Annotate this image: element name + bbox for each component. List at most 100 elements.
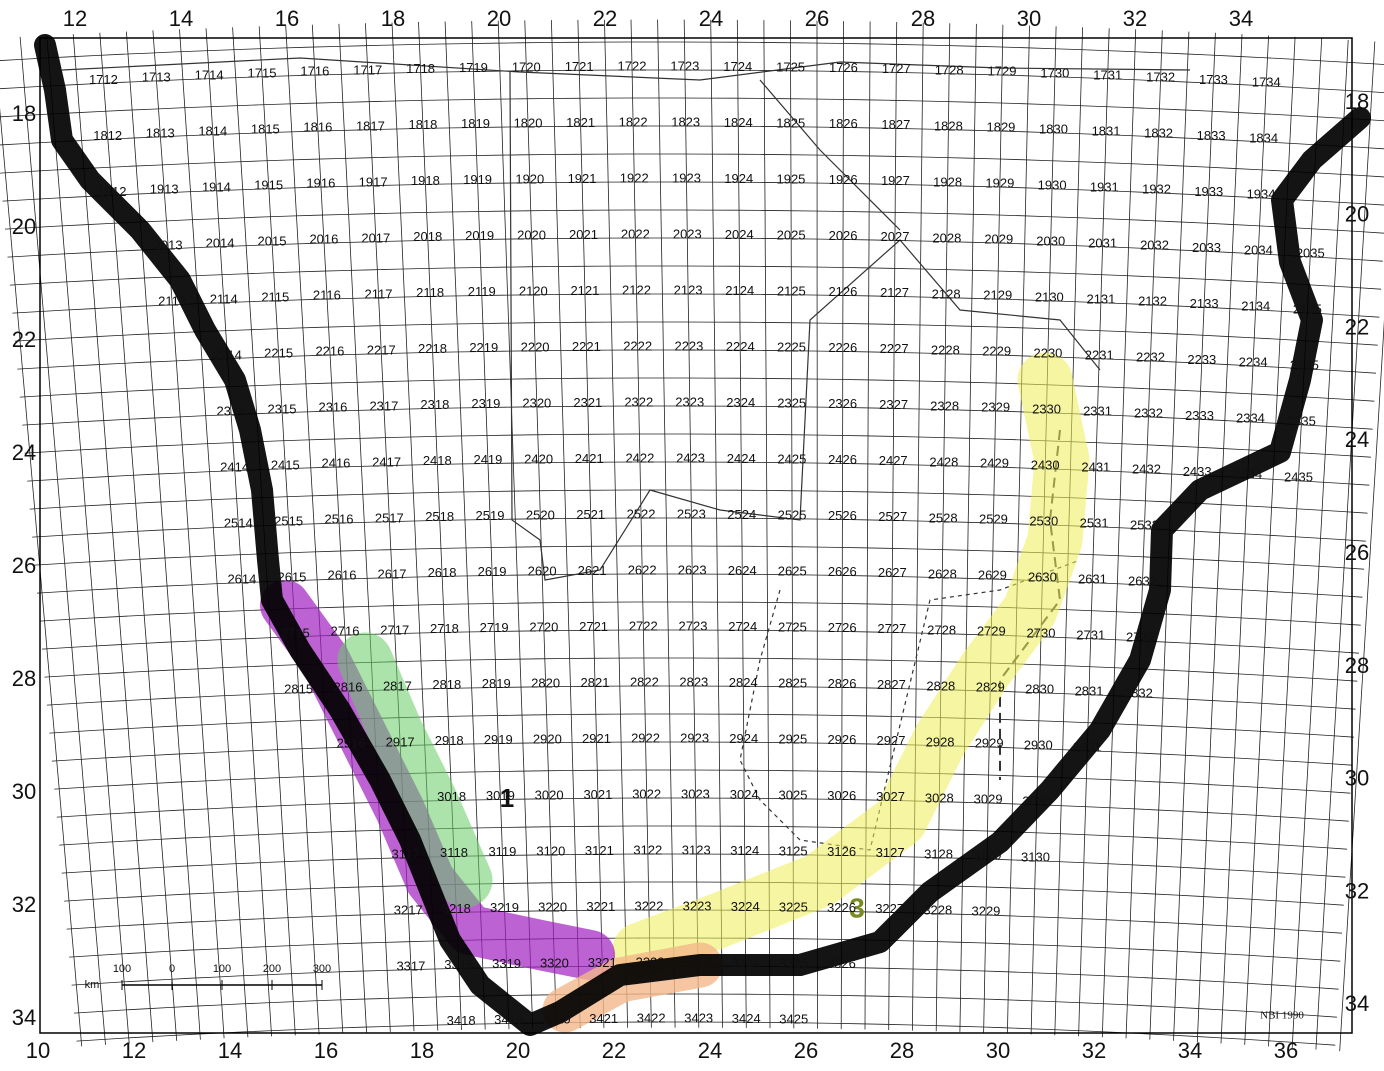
grid-line xyxy=(36,573,1363,598)
grid-square-label: 3124 xyxy=(730,843,759,858)
grid-square-label: 1826 xyxy=(829,116,858,131)
grid-square-label: 2815 xyxy=(284,681,313,696)
grid-square-label: 2135 xyxy=(1293,301,1322,316)
longitude-label: 32 xyxy=(1123,6,1147,31)
grid-square-label: 2619 xyxy=(478,564,507,579)
grid-line xyxy=(1173,32,1216,1041)
longitude-label: 20 xyxy=(487,6,511,31)
grid-square-label: 2134 xyxy=(1241,299,1270,314)
grid-square-label: 3027 xyxy=(876,789,905,804)
grid-square-label: 2825 xyxy=(778,675,807,690)
grid-square-label: 2930 xyxy=(1024,737,1053,752)
grid-square-label: 2727 xyxy=(877,621,906,636)
grid-square-label: 2318 xyxy=(420,397,449,412)
latitude-label: 20 xyxy=(12,214,36,239)
grid-square-label: 3317 xyxy=(396,958,425,973)
grid-line xyxy=(39,601,1361,626)
grid-line xyxy=(551,20,581,1029)
grid-square-label: 2720 xyxy=(529,619,558,634)
grid-square-label: 1912 xyxy=(98,184,127,199)
grid-square-label: 2226 xyxy=(828,340,857,355)
grid-square-label: 2522 xyxy=(627,507,656,522)
grid-square-label: 1724 xyxy=(723,59,752,74)
grid-square-label: 2818 xyxy=(432,677,461,692)
scale-label: 100 xyxy=(113,963,131,975)
grid-square-label: 3228 xyxy=(923,902,952,917)
grid-square-label: 2333 xyxy=(1185,408,1214,423)
grid-line xyxy=(1315,41,1376,1050)
grid-square-label: 1726 xyxy=(829,60,858,75)
grid-square-label: 2618 xyxy=(428,565,457,580)
grid-square-label: 3221 xyxy=(586,899,615,914)
grid-square-label: 2425 xyxy=(777,451,806,466)
grid-square-label: 2217 xyxy=(367,342,396,357)
grid-square-label: 2432 xyxy=(1132,461,1161,476)
grid-square-label: 3025 xyxy=(779,787,808,802)
grid-square-label: 2024 xyxy=(725,227,754,242)
grid-square-label: 2532 xyxy=(1130,517,1159,532)
border xyxy=(999,429,1062,780)
grid-square-label: 1920 xyxy=(515,171,544,186)
range-boundary xyxy=(34,34,1371,1036)
grid-square-label: 3424 xyxy=(732,1011,761,1026)
grid-square-label: 3224 xyxy=(731,899,760,914)
grid-square-label: 3118 xyxy=(440,845,468,860)
grid-square-label: 3020 xyxy=(535,787,564,802)
grid-square-label: 2625 xyxy=(778,563,807,578)
grid-line xyxy=(61,853,1346,878)
zone-label: 3 xyxy=(849,892,865,923)
grid-square-label: 1815 xyxy=(251,121,280,136)
grid-square-label: 1825 xyxy=(776,115,805,130)
grid-square-label: 1718 xyxy=(406,61,435,76)
grid-square-label: 2516 xyxy=(325,512,354,527)
grid-square-label: 1924 xyxy=(724,171,753,186)
scale-bar: km 100 0 100 200 300 xyxy=(85,963,332,991)
grid-line xyxy=(4,209,1384,234)
grid-square-label: 3120 xyxy=(536,843,565,858)
grid-square-label: 3326 xyxy=(827,956,856,971)
grid-square-label: 2327 xyxy=(879,397,908,412)
grid-square-label: 2429 xyxy=(980,456,1009,471)
grid-square-label: 2414 xyxy=(220,459,249,474)
grid-square-label: 2927 xyxy=(877,733,906,748)
grid-line xyxy=(1101,29,1137,1038)
grid-square-label: 2728 xyxy=(927,622,956,637)
longitude-label: 20 xyxy=(506,1038,530,1063)
grid-square-label: 1934 xyxy=(1247,187,1276,202)
grid-square-label: 2629 xyxy=(978,568,1007,583)
grid-square-label: 2929 xyxy=(975,736,1004,751)
grid-square-label: 1917 xyxy=(359,174,388,189)
grid-square-label: 2132 xyxy=(1138,293,1167,308)
grid-square-label: 1833 xyxy=(1197,128,1226,143)
latitude-label: 34 xyxy=(12,1005,36,1030)
grid-square-label: 2222 xyxy=(623,339,652,354)
grid-square-label: 2530 xyxy=(1029,513,1058,528)
grid-line xyxy=(763,20,771,1029)
grid-square-label: 1915 xyxy=(254,177,283,192)
grid-square-label: 2018 xyxy=(413,229,442,244)
grid-square-label: 2626 xyxy=(828,564,857,579)
frame xyxy=(39,37,1353,1034)
grid-line xyxy=(524,20,557,1029)
grid-square-label: 2426 xyxy=(828,452,857,467)
grid-square-label: 2431 xyxy=(1081,459,1110,474)
grid-square-label: 2822 xyxy=(630,675,659,690)
longitude-label: 36 xyxy=(1274,1038,1298,1063)
grid-square-label: 2234 xyxy=(1239,355,1268,370)
grid-line xyxy=(49,713,1354,738)
grid-square-label: 2224 xyxy=(726,339,755,354)
grid-square-label: 2324 xyxy=(726,395,755,410)
grid-square-label: 2231 xyxy=(1085,347,1114,362)
grid-square-label: 2314 xyxy=(217,403,246,418)
grid-square-label: 3018 xyxy=(437,789,466,804)
grid-square-label: 2520 xyxy=(526,507,555,522)
grid-square-label: 2133 xyxy=(1190,296,1219,311)
grid-square-label: 2326 xyxy=(828,396,857,411)
grid-square-label: 1719 xyxy=(459,60,488,75)
grid-square-label: 2721 xyxy=(579,619,608,634)
grid-square-label: 2220 xyxy=(521,339,550,354)
longitude-label: 12 xyxy=(63,6,87,31)
latitude-label: 28 xyxy=(1345,653,1369,678)
grid-square-label: 2724 xyxy=(728,619,757,634)
grid-square-label: 3218 xyxy=(442,901,471,916)
